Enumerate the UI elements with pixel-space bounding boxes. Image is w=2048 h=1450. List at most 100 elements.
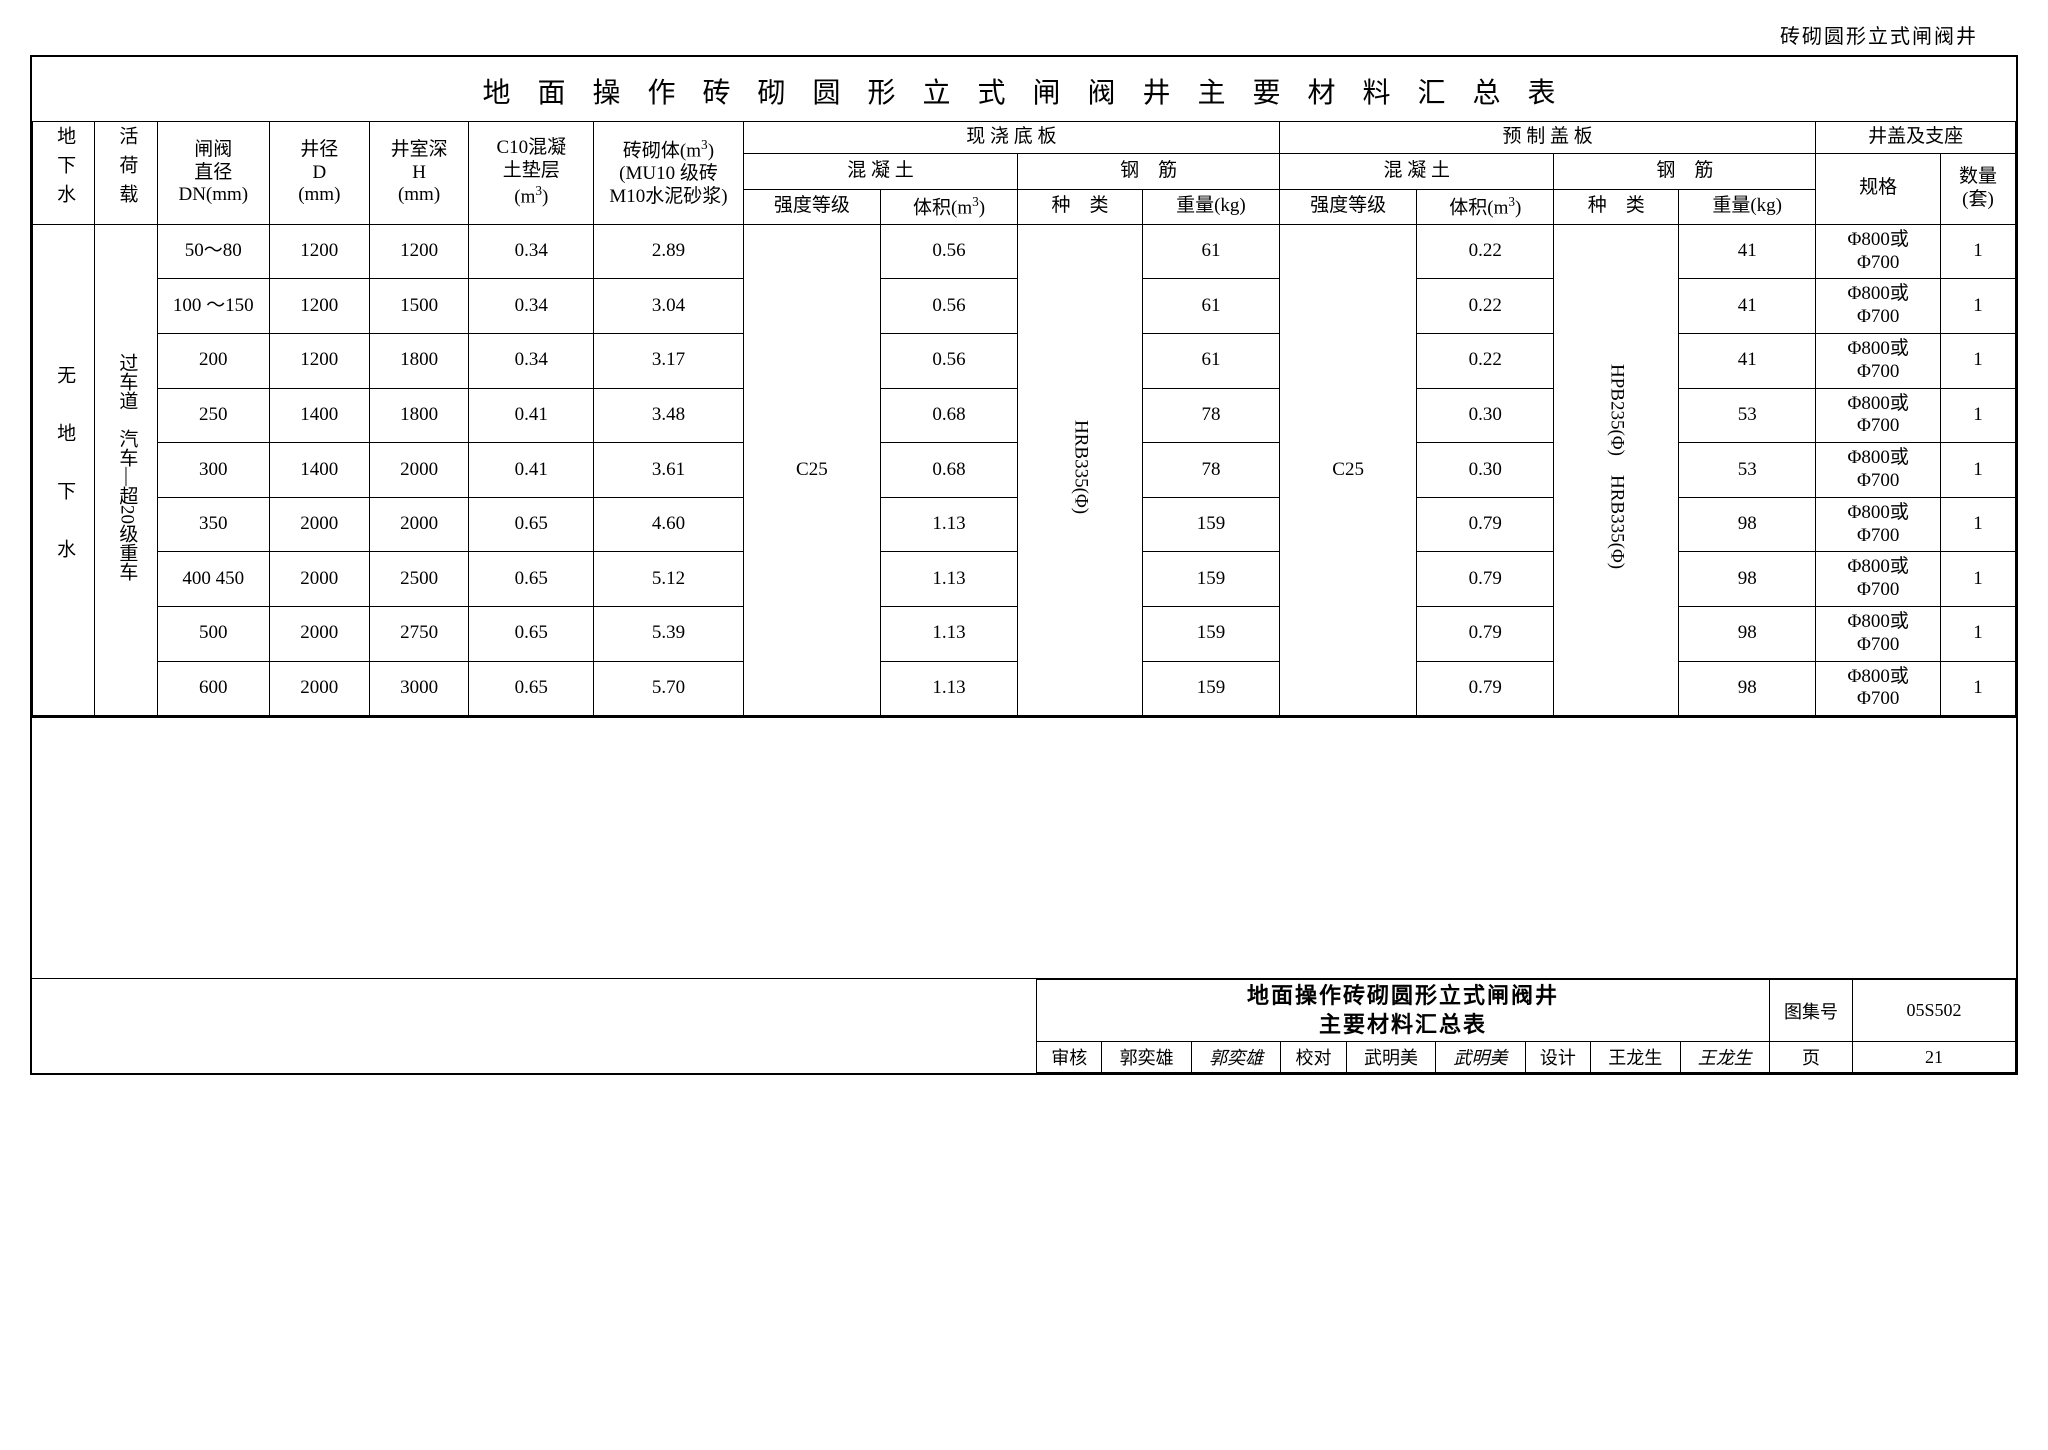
cell-cast-vol: 1.13 — [880, 606, 1017, 661]
cell-H: 2000 — [369, 443, 469, 498]
hdr-cast-weight: 重量(kg) — [1142, 189, 1279, 224]
cell-brick: 2.89 — [594, 224, 744, 279]
cell-pre-vol: 0.79 — [1417, 552, 1554, 607]
cell-dn: 400 450 — [157, 552, 269, 607]
cell-cast-vol: 0.68 — [880, 388, 1017, 443]
cell-c10: 0.41 — [469, 388, 594, 443]
cell-cast-weight: 61 — [1142, 224, 1279, 279]
cell-pre-weight: 41 — [1679, 279, 1816, 334]
title-block-area: 地面操作砖砌圆形立式闸阀井主要材料汇总表 图集号 05S502 审核 郭奕雄 郭… — [32, 978, 2016, 1073]
cell-H: 2500 — [369, 552, 469, 607]
cell-brick: 3.04 — [594, 279, 744, 334]
cell-pre-vol: 0.79 — [1417, 606, 1554, 661]
cell-cast-weight: 159 — [1142, 606, 1279, 661]
tb-drawno: 05S502 — [1853, 980, 2016, 1042]
cell-cast-vol: 1.13 — [880, 552, 1017, 607]
cell-cast-weight: 78 — [1142, 388, 1279, 443]
cell-brick: 5.12 — [594, 552, 744, 607]
hdr-pre-concrete: 混 凝 土 — [1280, 153, 1554, 189]
cell-spec: Φ800或Φ700 — [1816, 552, 1941, 607]
cell-pre-weight: 53 — [1679, 443, 1816, 498]
cell-c10: 0.34 — [469, 279, 594, 334]
hdr-cast-type: 种 类 — [1018, 189, 1143, 224]
hdr-pre-type: 种 类 — [1554, 189, 1679, 224]
cell-groundwater: 无 地 下 水 — [33, 224, 95, 715]
cell-c10: 0.65 — [469, 497, 594, 552]
cell-H: 2750 — [369, 606, 469, 661]
cell-qty: 1 — [1941, 224, 2016, 279]
cell-pre-weight: 98 — [1679, 661, 1816, 716]
hdr-load: 活荷载 — [95, 122, 157, 225]
cell-H: 1500 — [369, 279, 469, 334]
table-title: 地 面 操 作 砖 砌 圆 形 立 式 闸 阀 井 主 要 材 料 汇 总 表 — [32, 71, 2016, 111]
cell-cast-weight: 159 — [1142, 497, 1279, 552]
cell-D: 2000 — [269, 661, 369, 716]
hdr-valve-dia: 闸阀直径DN(mm) — [157, 122, 269, 225]
cell-cast-weight: 61 — [1142, 279, 1279, 334]
cell-brick: 5.39 — [594, 606, 744, 661]
hdr-pre-weight: 重量(kg) — [1679, 189, 1816, 224]
cell-pre-vol: 0.22 — [1417, 279, 1554, 334]
cell-c10: 0.65 — [469, 606, 594, 661]
doc-header-right: 砖砌圆形立式闸阀井 — [30, 20, 2018, 49]
cell-qty: 1 — [1941, 606, 2016, 661]
cell-qty: 1 — [1941, 279, 2016, 334]
cell-D: 2000 — [269, 497, 369, 552]
hdr-depth: 井室深H(mm) — [369, 122, 469, 225]
hdr-groundwater: 地下水 — [33, 122, 95, 225]
tb-reviewer-sig: 郭奕雄 — [1191, 1042, 1280, 1073]
cell-cast-vol: 0.56 — [880, 333, 1017, 388]
cell-cast-vol: 1.13 — [880, 661, 1017, 716]
hdr-pre-volume: 体积(m3) — [1417, 189, 1554, 224]
hdr-spec: 规格 — [1816, 153, 1941, 224]
hdr-precast-cover: 预 制 盖 板 — [1280, 122, 1816, 154]
cell-pre-strength: C25 — [1280, 224, 1417, 715]
cell-spec: Φ800或Φ700 — [1816, 606, 1941, 661]
cell-cast-vol: 0.56 — [880, 224, 1017, 279]
hdr-brick: 砖砌体(m3)(MU10 级砖M10水泥砂浆) — [594, 122, 744, 225]
cell-qty: 1 — [1941, 497, 2016, 552]
cell-pre-vol: 0.79 — [1417, 497, 1554, 552]
cell-pre-rebar-type: HPB235(Φ) HRB335(Φ) — [1554, 224, 1679, 715]
hdr-well-dia: 井径D(mm) — [269, 122, 369, 225]
cell-cast-weight: 159 — [1142, 552, 1279, 607]
cell-spec: Φ800或Φ700 — [1816, 388, 1941, 443]
cell-spec: Φ800或Φ700 — [1816, 661, 1941, 716]
materials-table: 地下水 活荷载 闸阀直径DN(mm) 井径D(mm) 井室深H(mm) C10混… — [32, 121, 2016, 716]
cell-cast-weight: 159 — [1142, 661, 1279, 716]
cell-c10: 0.41 — [469, 443, 594, 498]
cell-H: 1800 — [369, 388, 469, 443]
tb-reviewer: 郭奕雄 — [1102, 1042, 1191, 1073]
cell-pre-weight: 98 — [1679, 552, 1816, 607]
tb-drawno-label: 图集号 — [1770, 980, 1853, 1042]
cell-brick: 5.70 — [594, 661, 744, 716]
cell-H: 3000 — [369, 661, 469, 716]
cell-D: 1200 — [269, 224, 369, 279]
cell-D: 2000 — [269, 552, 369, 607]
cell-pre-weight: 98 — [1679, 606, 1816, 661]
tb-page-label: 页 — [1770, 1042, 1853, 1073]
cell-cast-vol: 1.13 — [880, 497, 1017, 552]
cell-cast-vol: 0.68 — [880, 443, 1017, 498]
hdr-cast-strength: 强度等级 — [743, 189, 880, 224]
cell-cast-strength: C25 — [743, 224, 880, 715]
cell-H: 1200 — [369, 224, 469, 279]
cell-spec: Φ800或Φ700 — [1816, 224, 1941, 279]
cell-spec: Φ800或Φ700 — [1816, 279, 1941, 334]
cell-brick: 3.17 — [594, 333, 744, 388]
hdr-pre-strength: 强度等级 — [1280, 189, 1417, 224]
cell-brick: 3.48 — [594, 388, 744, 443]
cell-spec: Φ800或Φ700 — [1816, 497, 1941, 552]
cell-pre-vol: 0.30 — [1417, 443, 1554, 498]
cell-dn: 300 — [157, 443, 269, 498]
cell-H: 1800 — [369, 333, 469, 388]
tb-check-label: 校对 — [1281, 1042, 1346, 1073]
tb-checker-sig: 武明美 — [1436, 1042, 1525, 1073]
cell-dn: 600 — [157, 661, 269, 716]
cell-qty: 1 — [1941, 333, 2016, 388]
cell-qty: 1 — [1941, 443, 2016, 498]
tb-design-label: 设计 — [1525, 1042, 1590, 1073]
hdr-cover-seat: 井盖及支座 — [1816, 122, 2016, 154]
blank-area — [32, 716, 2016, 978]
drawing-frame: 地 面 操 作 砖 砌 圆 形 立 式 闸 阀 井 主 要 材 料 汇 总 表 … — [30, 55, 2018, 1075]
